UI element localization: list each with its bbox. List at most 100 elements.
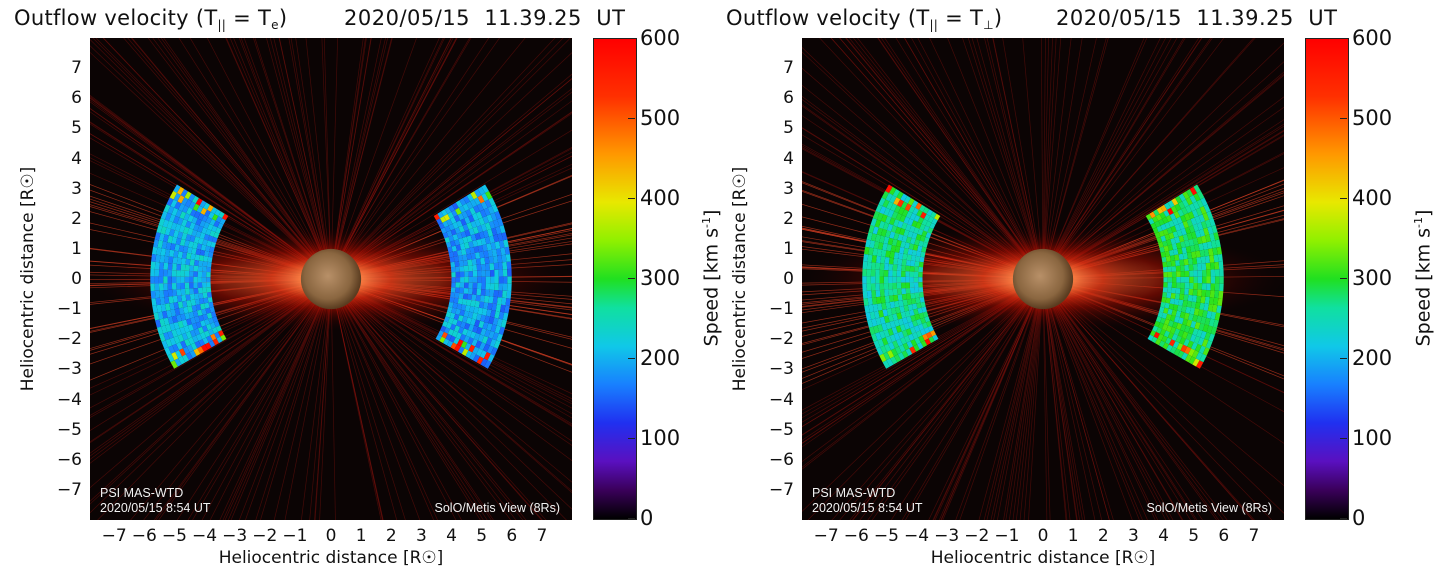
speed-cell <box>1172 231 1179 238</box>
speed-cell <box>1160 235 1167 242</box>
field-line <box>305 38 329 250</box>
y-tick-label: 3 <box>783 178 794 199</box>
title-part: || <box>929 18 939 32</box>
speed-cell <box>459 266 465 272</box>
speed-cell <box>467 259 473 266</box>
field-line <box>1008 308 1040 520</box>
speed-cell <box>923 327 930 334</box>
speed-cell <box>1157 311 1164 318</box>
speed-cell <box>1175 195 1183 204</box>
speed-cell <box>911 249 918 256</box>
speed-cell <box>478 301 485 309</box>
speed-cell <box>918 261 924 268</box>
speed-cell <box>209 218 216 226</box>
field-line <box>852 303 1026 520</box>
field-line <box>336 38 389 250</box>
field-line <box>342 38 452 252</box>
speed-cell <box>178 307 185 315</box>
speed-cell <box>905 282 910 289</box>
speed-cell <box>492 332 499 341</box>
speed-cell <box>881 190 889 200</box>
speed-cell <box>1216 246 1223 255</box>
speed-cell <box>1181 207 1188 215</box>
speed-cell <box>910 339 917 347</box>
speed-cell <box>179 211 187 220</box>
speed-cell <box>480 314 486 322</box>
speed-cell <box>918 282 923 288</box>
field-line <box>802 99 1021 261</box>
field-line <box>1045 308 1068 520</box>
speed-cell <box>1176 229 1183 237</box>
plot-area: PSI MAS-WTD 2020/05/15 8:54 UT SolO/Metis … <box>802 38 1284 520</box>
speed-cell <box>1181 246 1187 254</box>
speed-cell <box>872 211 880 220</box>
speed-cell <box>484 199 492 208</box>
speed-cell <box>1167 332 1174 340</box>
y-axis-label: Heliocentric distance [R☉] <box>730 166 750 392</box>
speed-cell <box>1211 225 1218 234</box>
colorbar-tick <box>628 358 635 359</box>
speed-cell <box>193 265 199 272</box>
speed-cell <box>161 340 169 349</box>
speed-cell <box>1163 245 1169 252</box>
speed-cell <box>472 213 479 221</box>
field-line <box>839 302 1026 520</box>
speed-cell <box>892 189 900 198</box>
speed-cell <box>461 211 469 219</box>
speed-cell <box>913 271 919 278</box>
speed-cell <box>1195 207 1203 216</box>
y-tick-label: 4 <box>71 148 82 169</box>
speed-cell <box>480 237 487 246</box>
speed-cell <box>502 269 508 277</box>
speed-cell <box>165 324 172 333</box>
speed-cell <box>507 268 512 277</box>
x-axis-label: Heliocentric distance [R☉] <box>218 548 444 568</box>
speed-cell <box>470 199 477 208</box>
speed-cell <box>1151 216 1159 223</box>
field-line <box>983 308 1037 520</box>
speed-cell <box>1175 287 1181 294</box>
speed-cell <box>1189 307 1196 315</box>
field-line <box>1064 74 1284 259</box>
speed-cell <box>193 348 201 356</box>
speed-cell <box>484 360 492 369</box>
y-tick-label: 2 <box>71 208 82 229</box>
speed-cell <box>177 251 183 259</box>
speed-cell <box>171 315 178 324</box>
speed-cell <box>1178 317 1184 325</box>
field-line <box>290 38 327 250</box>
speed-cell <box>173 193 181 202</box>
speed-cell <box>154 290 160 299</box>
speed-cell <box>927 325 934 332</box>
speed-cell <box>487 228 494 237</box>
speed-cell <box>896 239 902 247</box>
speed-cell <box>494 241 501 250</box>
speed-cell <box>1177 350 1185 359</box>
speed-cell <box>490 212 498 221</box>
speed-cell <box>919 296 925 303</box>
speed-cell <box>904 203 912 212</box>
field-line <box>349 302 543 520</box>
speed-cell <box>461 298 468 306</box>
speed-cell <box>1162 266 1168 273</box>
speed-cell <box>497 218 504 227</box>
y-tick-label: 0 <box>71 269 82 289</box>
speed-cell <box>194 254 200 261</box>
speed-cell <box>498 276 504 284</box>
x-tick-label: −2 <box>252 526 278 546</box>
speed-cell <box>472 239 478 247</box>
speed-cell <box>902 342 910 351</box>
speed-cell <box>923 225 930 233</box>
speed-cell <box>474 232 481 240</box>
speed-cell <box>1191 295 1198 303</box>
speed-cell <box>1180 282 1185 289</box>
speed-cell <box>910 260 916 267</box>
colorbar-tick <box>1340 198 1347 199</box>
speed-cell <box>486 214 494 223</box>
y-tick-label: −1 <box>768 299 794 320</box>
speed-cell <box>909 266 915 272</box>
speed-cell <box>458 326 465 334</box>
speed-cell <box>1182 318 1189 326</box>
speed-cell <box>171 236 178 245</box>
speed-cell <box>1192 263 1198 271</box>
